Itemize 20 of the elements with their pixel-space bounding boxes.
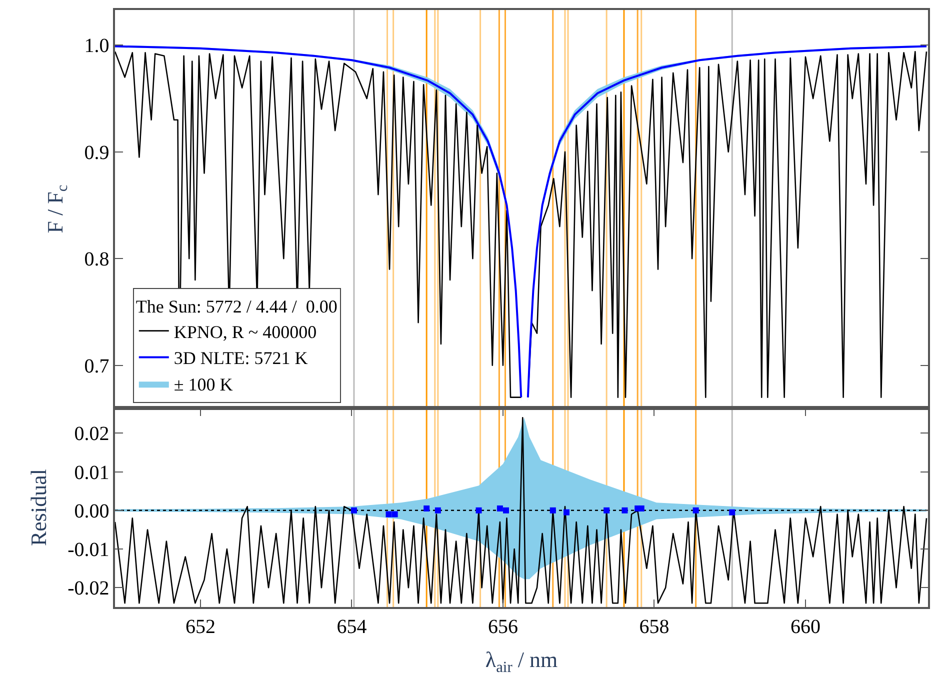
legend-label: 3D NLTE: 5721 K (174, 348, 308, 368)
y-tick-label: 0.01 (74, 462, 110, 484)
x-tick-label: 656 (488, 616, 518, 638)
legend-label: ± 100 K (174, 374, 233, 395)
y-tick-label: 0.00 (74, 500, 110, 522)
y-tick-label: -0.01 (68, 539, 110, 562)
y-tick-label: 0.02 (74, 423, 110, 446)
x-tick-label: 654 (336, 616, 367, 638)
y-tick-label: 0.9 (84, 142, 110, 164)
y-tick-label: 0.7 (84, 355, 110, 378)
legend-title: The Sun: 5772 / 4.44 / 0.00 (136, 296, 338, 317)
x-tick-label: 652 (185, 616, 216, 638)
legend-label: KPNO, R ~ 400000 (174, 322, 317, 342)
x-tick-label: 660 (790, 616, 820, 638)
y-tick-label: -0.02 (68, 578, 110, 600)
y-axis-title: Residual (26, 469, 51, 546)
y-tick-label: 0.8 (84, 248, 110, 271)
y-tick-label: 1.0 (84, 35, 110, 58)
x-tick-label: 658 (639, 616, 670, 638)
x-axis-title: λ$_{air}$ / nm (485, 647, 558, 676)
